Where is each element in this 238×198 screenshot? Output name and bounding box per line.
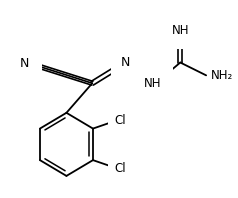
Text: N: N — [121, 56, 130, 69]
Text: Cl: Cl — [114, 162, 126, 174]
Text: NH: NH — [172, 25, 189, 37]
Text: Cl: Cl — [114, 114, 126, 127]
Text: NH: NH — [144, 77, 161, 90]
Text: N: N — [20, 57, 29, 70]
Text: NH₂: NH₂ — [211, 69, 233, 82]
